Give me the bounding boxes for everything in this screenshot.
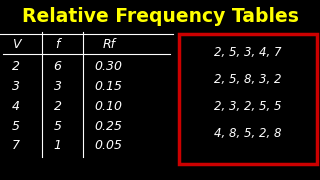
Text: 3: 3 — [12, 80, 20, 93]
Text: 0.25: 0.25 — [95, 120, 123, 132]
Text: 3: 3 — [53, 80, 61, 93]
Text: 0.10: 0.10 — [95, 100, 123, 113]
Text: 2, 5, 3, 4, 7: 2, 5, 3, 4, 7 — [214, 46, 282, 59]
Text: 5: 5 — [12, 120, 20, 132]
Text: 6: 6 — [53, 60, 61, 73]
Text: 0.05: 0.05 — [95, 139, 123, 152]
Text: 7: 7 — [12, 139, 20, 152]
Text: 4: 4 — [12, 100, 20, 113]
Text: 2: 2 — [12, 60, 20, 73]
Text: 2: 2 — [53, 100, 61, 113]
Text: 2, 5, 8, 3, 2: 2, 5, 8, 3, 2 — [214, 73, 282, 86]
Text: 4, 8, 5, 2, 8: 4, 8, 5, 2, 8 — [214, 127, 282, 140]
Text: Relative Frequency Tables: Relative Frequency Tables — [21, 7, 299, 26]
Text: 0.15: 0.15 — [95, 80, 123, 93]
Text: V: V — [12, 39, 20, 51]
Text: Rf: Rf — [102, 39, 115, 51]
Text: 2, 3, 2, 5, 5: 2, 3, 2, 5, 5 — [214, 100, 282, 113]
Text: 0.30: 0.30 — [95, 60, 123, 73]
Text: 1: 1 — [53, 139, 61, 152]
Text: 5: 5 — [53, 120, 61, 132]
Text: f: f — [55, 39, 60, 51]
Bar — [179, 34, 317, 164]
